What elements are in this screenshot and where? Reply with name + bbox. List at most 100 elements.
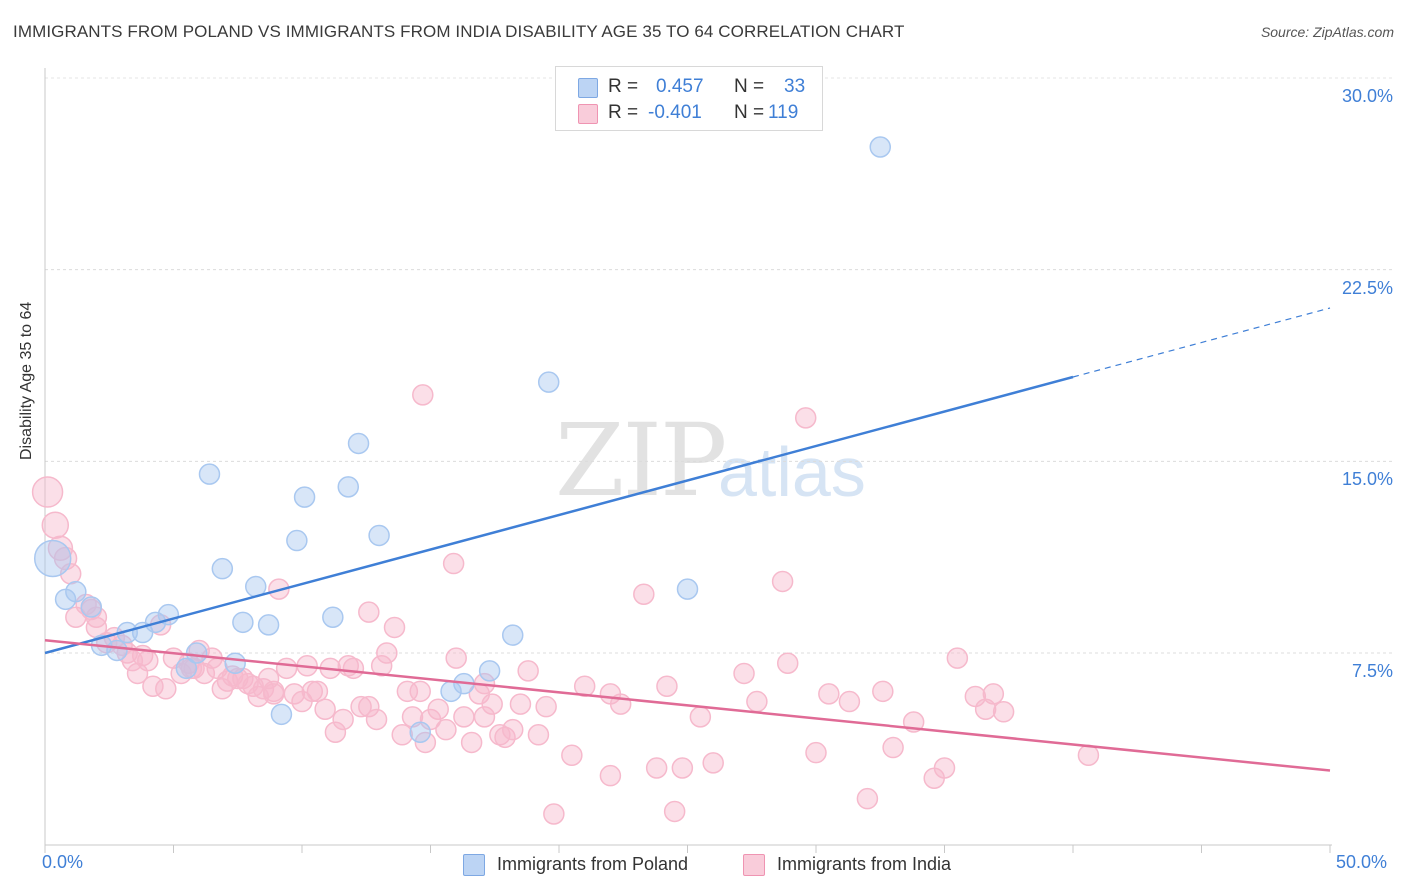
india-point xyxy=(946,647,969,669)
india-point xyxy=(509,693,532,715)
poland-point xyxy=(270,703,293,726)
india-point xyxy=(314,698,336,720)
poland-point xyxy=(106,639,128,662)
poland-point xyxy=(65,580,87,603)
india-point xyxy=(350,695,372,718)
stats-box: R = 0.457 N = 33 R = -0.401 N = 119 xyxy=(555,66,823,131)
poland-point xyxy=(478,660,501,682)
grid-lines xyxy=(45,77,1392,654)
india-point xyxy=(376,642,398,664)
poland-point xyxy=(232,611,254,634)
india-point xyxy=(370,655,393,677)
watermark-atlas: atlas xyxy=(718,433,866,511)
india-point xyxy=(561,744,583,766)
india-point xyxy=(527,724,550,746)
poland-point xyxy=(337,476,360,498)
poland-point xyxy=(33,539,72,578)
india-point xyxy=(453,706,475,728)
y-tick-label: 30.0% xyxy=(1341,86,1393,106)
legend-swatch-poland xyxy=(463,854,485,876)
poland-swatch xyxy=(578,78,598,98)
india-point xyxy=(992,701,1015,723)
india-point xyxy=(121,649,144,672)
india-point xyxy=(1077,744,1100,766)
poland-point xyxy=(869,136,891,158)
legend-label-india: Immigrants from India xyxy=(777,854,952,874)
india-point xyxy=(142,675,164,697)
india-point xyxy=(656,675,678,697)
watermark-zip: ZIP xyxy=(555,402,727,519)
r-label: R = xyxy=(608,76,639,97)
india-point xyxy=(391,724,413,746)
india-point xyxy=(535,695,557,718)
x-tick-max: 50.0% xyxy=(1336,852,1388,872)
india-point xyxy=(702,752,724,774)
india-point xyxy=(365,708,388,731)
india-points xyxy=(31,384,1100,825)
india-point xyxy=(599,764,622,787)
india-point xyxy=(882,736,904,759)
poland-point xyxy=(368,524,390,547)
india-point xyxy=(301,680,324,703)
india-point xyxy=(573,675,596,697)
india-point xyxy=(645,757,668,779)
india-point xyxy=(427,698,449,720)
india-point xyxy=(332,708,354,731)
india-point xyxy=(776,652,799,674)
india-point xyxy=(771,570,794,593)
india-point xyxy=(872,680,894,703)
n-value: 119 xyxy=(768,102,799,123)
india-point xyxy=(155,678,177,700)
india-point xyxy=(409,680,431,703)
india-point xyxy=(412,384,434,406)
poland-trend-extension xyxy=(1072,307,1331,378)
poland-point xyxy=(198,463,221,485)
india-point xyxy=(137,649,159,672)
india-point xyxy=(501,718,524,741)
legend-swatch-india xyxy=(743,854,765,876)
poland-point xyxy=(501,624,524,646)
india-point xyxy=(933,757,956,779)
poland-point xyxy=(676,578,699,600)
india-point xyxy=(41,511,70,539)
poland-point xyxy=(409,721,431,743)
india-point xyxy=(445,647,467,669)
poland-point xyxy=(537,371,560,393)
india-point xyxy=(633,583,655,605)
r-value: -0.401 xyxy=(648,102,702,123)
poland-point xyxy=(257,614,280,636)
trend-lines xyxy=(44,307,1331,772)
india-point xyxy=(794,407,817,429)
legend-label-poland: Immigrants from Poland xyxy=(497,854,689,874)
poland-point xyxy=(286,529,308,552)
india-point xyxy=(262,683,285,705)
india-point xyxy=(818,683,840,705)
india-trend-line xyxy=(44,638,1331,772)
india-point xyxy=(435,718,457,741)
y-tick-label: 7.5% xyxy=(1351,661,1393,681)
india-point xyxy=(481,693,503,715)
r-value: 0.457 xyxy=(656,76,704,97)
r-label: R = xyxy=(608,102,639,123)
india-point xyxy=(517,660,539,682)
poland-point xyxy=(80,596,103,618)
chart-title: IMMIGRANTS FROM POLAND VS IMMIGRANTS FRO… xyxy=(13,22,905,41)
india-point xyxy=(494,726,516,749)
india-point xyxy=(414,731,437,754)
source-label: Source: ZipAtlas.com xyxy=(1260,24,1394,40)
india-point xyxy=(473,706,496,728)
india-point xyxy=(856,787,879,810)
india-point xyxy=(543,803,565,825)
poland-point xyxy=(347,432,370,455)
india-point xyxy=(275,657,298,680)
india-point xyxy=(358,695,380,718)
y-tick-label: 22.5% xyxy=(1341,277,1393,298)
x-tick-min: 0.0% xyxy=(42,852,84,872)
n-label: N = xyxy=(734,76,765,97)
india-point xyxy=(306,680,329,703)
poland-point xyxy=(224,652,246,674)
poland-trend-line xyxy=(44,375,1074,655)
n-label: N = xyxy=(734,102,765,123)
india-swatch xyxy=(578,104,598,124)
